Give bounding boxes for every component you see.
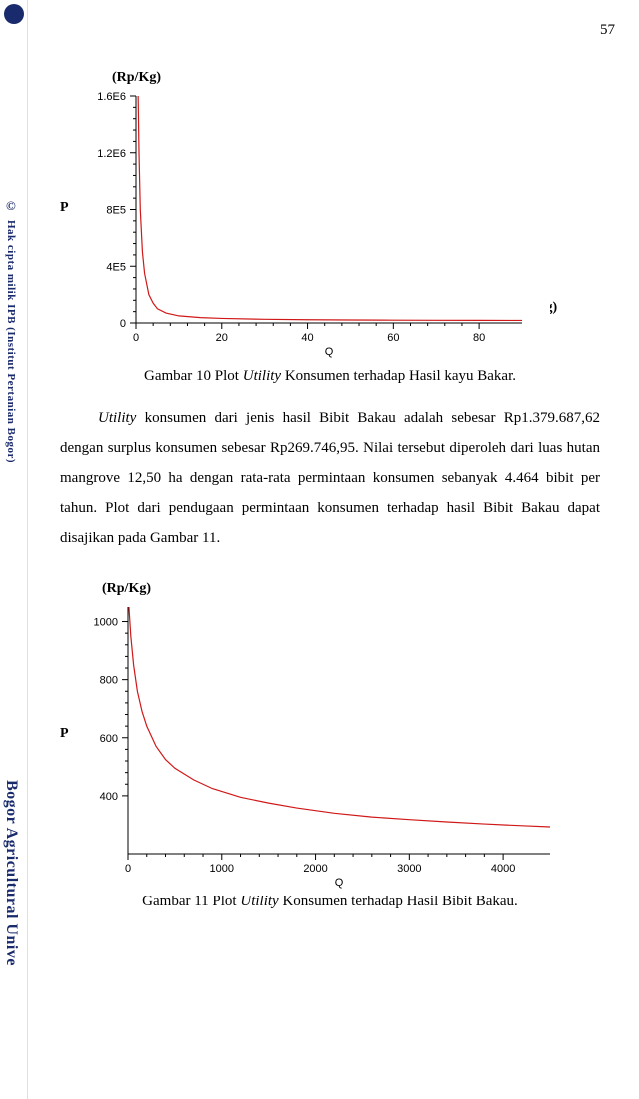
svg-text:1.6E6: 1.6E6 xyxy=(97,91,126,103)
chart1-p-label: P xyxy=(60,200,69,216)
svg-text:1.2E6: 1.2E6 xyxy=(97,148,126,160)
svg-text:4E5: 4E5 xyxy=(106,261,126,273)
svg-text:3000: 3000 xyxy=(397,863,421,875)
page-number: 57 xyxy=(600,22,615,39)
para-ital: Utility xyxy=(98,410,136,426)
svg-text:0: 0 xyxy=(120,318,126,330)
svg-text:40: 40 xyxy=(301,332,313,344)
svg-text:Q: Q xyxy=(325,346,334,358)
svg-text:8E5: 8E5 xyxy=(106,205,126,217)
chart2-y-unit: (Rp/Kg) xyxy=(102,581,151,597)
chart2-svg: 400 600 800 1000 0 1000 2000 3000 4000 Q xyxy=(78,601,578,896)
svg-text:0: 0 xyxy=(125,863,131,875)
svg-text:1000: 1000 xyxy=(210,863,234,875)
svg-text:Q: Q xyxy=(335,877,344,889)
svg-text:60: 60 xyxy=(387,332,399,344)
svg-text:2000: 2000 xyxy=(303,863,327,875)
svg-text:80: 80 xyxy=(473,332,485,344)
caption1-suffix: Konsumen terhadap Hasil kayu Bakar. xyxy=(281,368,516,384)
svg-text:20: 20 xyxy=(216,332,228,344)
page-content: (Rp/Kg) P (Kg) 04E58E51.2E61.6E602040608… xyxy=(60,70,600,928)
caption-1: Gambar 10 Plot Utility Konsumen terhadap… xyxy=(60,368,600,385)
chart-2-wrap: (Rp/Kg) P (Kg) 4006008001000010002000300… xyxy=(60,581,600,881)
watermark-text-2: Bogor Agricultural Unive xyxy=(2,780,20,966)
svg-text:800: 800 xyxy=(100,675,118,687)
svg-text:4000: 4000 xyxy=(491,863,515,875)
chart-1-wrap: (Rp/Kg) P (Kg) 04E58E51.2E61.6E602040608… xyxy=(60,70,600,350)
chart1-svg: 0 4E5 8E5 1.2E6 1.6E6 0 20 40 60 80 Q xyxy=(80,90,550,365)
ipb-logo xyxy=(4,4,24,24)
watermark-strip: © Hak cipta milik IPB (Institut Pertania… xyxy=(0,0,28,1099)
caption1-prefix: Gambar 10 Plot xyxy=(144,368,243,384)
svg-text:1000: 1000 xyxy=(94,617,118,629)
chart2-p-label: P xyxy=(60,726,69,742)
para-text: konsumen dari jenis hasil Bibit Bakau ad… xyxy=(60,410,600,546)
body-paragraph: Utility konsumen dari jenis hasil Bibit … xyxy=(60,403,600,553)
svg-text:600: 600 xyxy=(100,733,118,745)
watermark-text-1: Hak cipta milik IPB (Institut Pertanian … xyxy=(5,220,17,463)
chart1-y-unit: (Rp/Kg) xyxy=(112,70,161,86)
svg-text:400: 400 xyxy=(100,791,118,803)
svg-text:0: 0 xyxy=(133,332,139,344)
copyright-symbol: © xyxy=(6,198,16,214)
caption1-ital: Utility xyxy=(243,368,281,384)
